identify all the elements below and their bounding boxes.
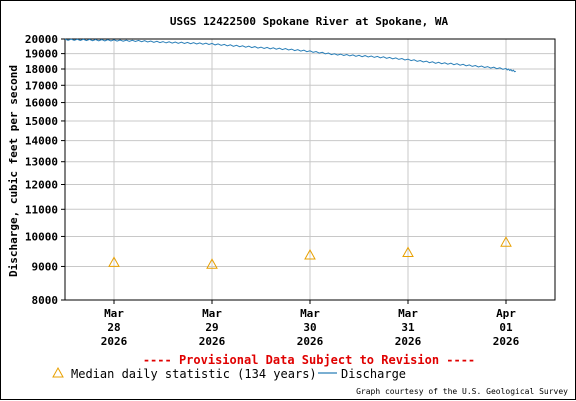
discharge-series-line [64,38,516,73]
x-tick-label: 30 [303,321,316,334]
y-tick-label: 13000 [25,156,58,169]
y-tick-label: 18000 [25,63,58,76]
x-tick-label: 2026 [101,335,128,348]
x-tick-label: 31 [401,321,415,334]
y-axis-ticks: 8000 9000 10000 11000 12000 13000 14000 15000 16… [25,33,65,307]
provisional-annotation: ---- Provisional Data Subject to Revisio… [143,353,475,367]
median-triangle-point [500,236,512,247]
x-axis-ticks: Mar282026Mar292026Mar302026Mar312026Apr0… [101,300,520,348]
median-triangle-point [108,256,120,267]
x-tick-label: Mar [300,307,320,320]
y-tick-label: 14000 [25,135,58,148]
legend: Median daily statistic (134 years) Disch… [52,366,406,381]
x-tick-label: 2026 [493,335,520,348]
x-tick-label: 2026 [199,335,226,348]
x-tick-label: Mar [398,307,418,320]
y-tick-label: 9000 [32,260,59,273]
series-layer [64,38,516,269]
y-tick-label: 10000 [25,230,58,243]
x-tick-label: Apr [496,307,516,320]
grid-lines [65,39,555,300]
usgs-credit: Graph courtesy of the U.S. Geological Su… [356,387,568,396]
y-axis-label: Discharge, cubic feet per second [7,65,20,277]
x-tick-label: Mar [202,307,222,320]
x-tick-label: 01 [499,321,513,334]
y-tick-label: 12000 [25,179,58,192]
y-tick-label: 8000 [32,294,59,307]
y-tick-label: 17000 [25,79,58,92]
median-triangle-point [206,258,218,269]
y-tick-label: 20000 [25,33,58,46]
y-tick-label: 11000 [25,203,58,216]
x-tick-label: Mar [104,307,124,320]
median-triangle-point [402,246,414,258]
x-tick-label: 28 [107,321,120,334]
median-triangle-point [304,248,316,260]
x-tick-label: 2026 [395,335,422,348]
legend-triangle-icon [52,366,64,378]
x-tick-label: 29 [205,321,218,334]
chart-title: USGS 12422500 Spokane River at Spokane, … [170,15,449,28]
y-tick-label: 19000 [25,48,58,61]
legend-median-label: Median daily statistic (134 years) [71,367,317,381]
y-tick-label: 15000 [25,115,58,128]
legend-discharge-label: Discharge [341,367,406,381]
x-tick-label: 2026 [297,335,324,348]
y-tick-label: 16000 [25,97,58,110]
